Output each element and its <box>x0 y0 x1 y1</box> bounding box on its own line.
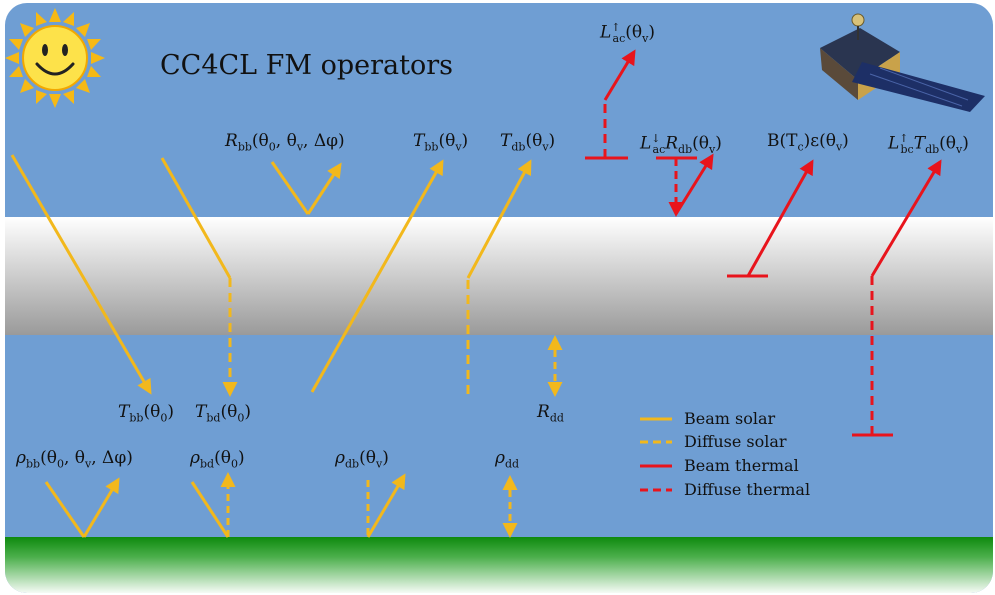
label-L-ac-up: L↑ac(θv) <box>600 21 655 46</box>
legend-diffuse-thermal: Diffuse thermal <box>684 480 811 499</box>
legend-swatches <box>640 417 672 492</box>
label-rho-bd: ρbd(θ0) <box>190 448 245 471</box>
beam-solar-reflect-out <box>306 162 342 215</box>
label-T-bd-0: Tbd(θ0) <box>195 402 251 425</box>
label-rho-db: ρdb(θv) <box>335 448 389 471</box>
beam-solar-transmitted-up-bb <box>310 159 444 393</box>
label-L-ac-down-R-db: L↓acRdb(θv) <box>640 132 722 157</box>
label-R-bb: Rbb(θ0, θv, Δφ) <box>225 131 345 154</box>
thermal-rays <box>585 49 942 437</box>
surface-bb-out <box>82 477 120 538</box>
surface-bd-in <box>190 481 230 538</box>
diagram-title: CC4CL FM operators <box>160 50 453 81</box>
label-rho-bb: ρbb(θ0, θv, Δφ) <box>16 448 133 471</box>
surface-bb-in <box>44 481 86 538</box>
thermal-beam-ac <box>603 49 636 101</box>
legend-diffuse-solar: Diffuse solar <box>684 432 787 451</box>
label-B-Tc-eps: B(Tc)ε(θv) <box>767 131 849 154</box>
satellite-icon <box>820 13 985 112</box>
beam-solar-up-db <box>466 159 532 279</box>
beam-solar-reflect-in <box>270 161 310 215</box>
beam-solar-incident-bd <box>160 157 232 279</box>
label-T-db-v: Tdb(θv) <box>500 131 556 154</box>
beam-solar-transmitted-bb <box>10 154 152 395</box>
label-T-bb-v: Tbb(θv) <box>413 131 469 154</box>
solar-rays <box>10 154 563 538</box>
ground-surface <box>5 537 993 593</box>
label-T-bb-0: Tbb(θ0) <box>118 402 174 425</box>
label-R-dd: Rdd <box>537 402 564 425</box>
cloud-layer <box>5 217 993 335</box>
thermal-reflect-up <box>674 153 714 215</box>
thermal-cloud-emit <box>746 159 814 277</box>
label-rho-dd: ρdd <box>495 448 520 471</box>
legend-beam-thermal: Beam thermal <box>684 456 799 475</box>
surface-db-out <box>366 473 406 538</box>
label-L-bc-up-T-db: L↑bcTdb(θv) <box>888 132 969 157</box>
sun-icon <box>5 8 105 108</box>
thermal-surface-beam <box>870 159 942 277</box>
legend-beam-solar: Beam solar <box>684 409 776 428</box>
